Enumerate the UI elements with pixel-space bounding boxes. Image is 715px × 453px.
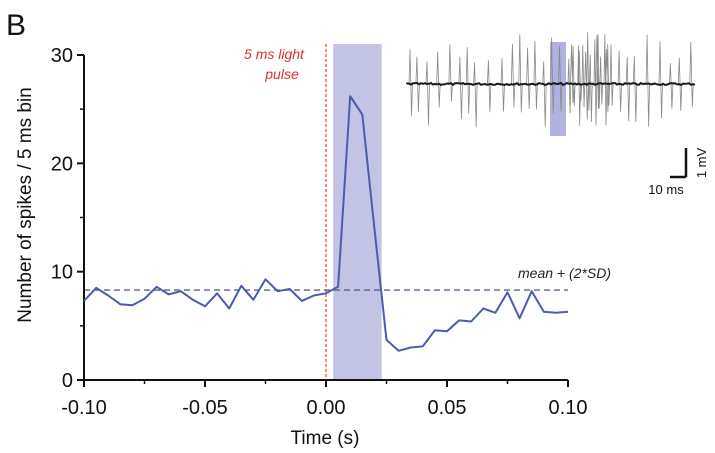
light-pulse-region	[333, 44, 382, 380]
x-axis-title: Time (s)	[291, 428, 360, 449]
panel-letter: B	[6, 9, 26, 42]
x-tick-label: -0.05	[182, 397, 228, 419]
y-axis-title: Number of spikes / 5 ms bin	[15, 87, 36, 322]
y-tick-label: 30	[51, 45, 73, 67]
scale-bar-y-label: 1 mV	[694, 148, 709, 179]
x-tick-label: 0.10	[549, 397, 588, 419]
light-pulse-label-line1: 5 ms light	[244, 46, 305, 62]
spike-count-series	[83, 95, 569, 352]
scale-bar: 1 mV 10 ms	[648, 148, 709, 197]
light-pulse-label-line2: pulse	[264, 66, 299, 82]
x-tick-label: 0.05	[428, 397, 467, 419]
inset-baseline-trace	[406, 81, 696, 87]
y-tick-label: 20	[51, 153, 73, 175]
scale-bar-x-label: 10 ms	[648, 182, 684, 197]
y-tick-label: 0	[62, 370, 73, 392]
x-tick-label: -0.10	[61, 397, 107, 419]
spike-histogram-chart: 0 10 20 30 -0.10 -0.05 0.00 0.05 0.10	[51, 44, 588, 419]
inset-highlight-window	[550, 42, 566, 136]
threshold-label: mean + (2*SD)	[518, 265, 611, 281]
y-tick-label: 10	[51, 262, 73, 284]
x-tick-label: 0.00	[307, 397, 346, 419]
spike-trace-inset	[406, 32, 696, 136]
